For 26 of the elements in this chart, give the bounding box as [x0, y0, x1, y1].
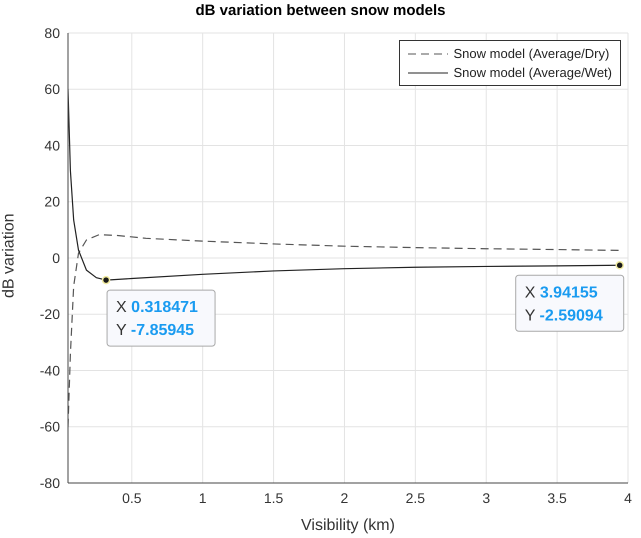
legend-label: Snow model (Average/Wet)	[454, 65, 612, 80]
x-tick-label: 1	[198, 490, 207, 506]
y-tick-label: 40	[44, 137, 60, 154]
x-tick-label: 3.5	[547, 490, 568, 506]
y-tick-label: -20	[40, 306, 60, 322]
x-tick-label: 2	[340, 490, 349, 506]
x-tick-label: 3	[482, 490, 490, 506]
annotation: X 0.318471 Y -7.85945	[116, 299, 198, 340]
y-tick-label: 80	[44, 24, 60, 41]
x-tick-label: 4	[624, 490, 632, 506]
y-tick-label: 0	[52, 250, 60, 266]
datatip-box: X 3.94155 Y -2.59094	[515, 274, 624, 332]
legend-label: Snow model (Average/Dry)	[454, 46, 610, 61]
datatip-box: X 0.318471 Y -7.85945	[106, 290, 216, 347]
x-axis-title: Visibility (km)	[301, 517, 395, 534]
x-tick-label: 1.5	[264, 490, 284, 506]
x-tick-label: 0.5	[122, 490, 142, 506]
y-tick-label: -80	[40, 474, 60, 491]
chart-title: dB variation between snow models	[194, 2, 447, 19]
y-tick-label: -40	[40, 362, 60, 378]
y-tick-label: 60	[44, 81, 60, 98]
annotation: X 3.94155 Y -2.59094	[524, 284, 603, 324]
y-axis-title: dB variation	[0, 214, 18, 298]
y-tick-label: 20	[44, 194, 60, 210]
y-tick-label: -60	[40, 418, 60, 435]
x-tick-label: 2.5	[406, 490, 426, 506]
